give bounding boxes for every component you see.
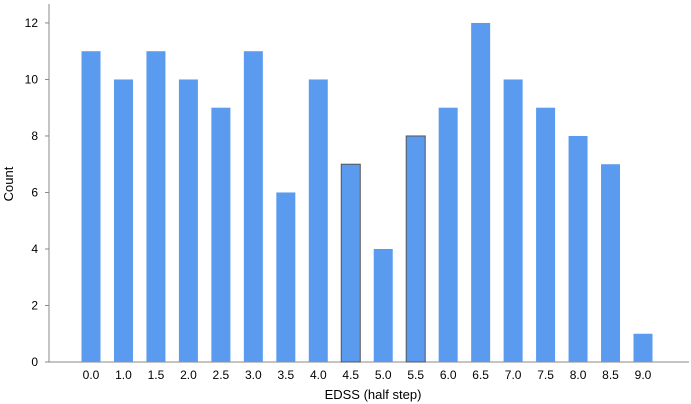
- x-tick-label: 2.5: [213, 368, 230, 382]
- x-tick-label: 8.5: [602, 368, 619, 382]
- bar-5.0: [373, 248, 393, 362]
- bar-7.5: [536, 107, 556, 362]
- y-ticks: 0 2 4 6 8 10 12: [25, 16, 49, 369]
- bar-1.0: [113, 79, 133, 362]
- bar-8.5: [601, 164, 621, 362]
- x-tick-label: 4.5: [342, 368, 359, 382]
- bar-2.5: [211, 107, 231, 362]
- x-tick-label: 5.5: [407, 368, 424, 382]
- x-tick-label: 1.5: [148, 368, 165, 382]
- bar-3.5: [276, 192, 296, 362]
- x-tick-label: 6.0: [440, 368, 457, 382]
- bar-5.5: [405, 135, 426, 363]
- x-tick-label: 1.0: [115, 368, 132, 382]
- y-axis-label: Count: [1, 166, 16, 201]
- y-tick-label: 0: [31, 355, 38, 369]
- bar-0.0: [81, 51, 101, 362]
- bars: [81, 22, 653, 363]
- x-tick-label: 0.0: [83, 368, 100, 382]
- bar-3.0: [243, 51, 263, 362]
- bar-2.0: [178, 79, 198, 362]
- bar-8.0: [568, 135, 588, 362]
- x-tick-label: 5.0: [375, 368, 392, 382]
- bar-6.5: [471, 22, 491, 362]
- x-tick-label: 8.0: [570, 368, 587, 382]
- x-tick-label: 3.0: [245, 368, 262, 382]
- x-tick-label: 7.5: [537, 368, 554, 382]
- x-tick-label: 7.0: [505, 368, 522, 382]
- bar-9.0: [633, 333, 653, 362]
- y-tick-label: 8: [31, 129, 38, 143]
- x-ticks: 0.0 1.0 1.5 2.0 2.5 3.0 3.5 4.0 4.5 5.0 5.5 6.0 6.5 7…: [83, 368, 652, 382]
- y-tick-label: 12: [25, 16, 39, 30]
- bar-4.0: [308, 79, 328, 362]
- x-tick-label: 3.5: [277, 368, 294, 382]
- y-tick-label: 6: [31, 185, 38, 199]
- x-tick-label: 2.0: [180, 368, 197, 382]
- y-tick-label: 10: [25, 72, 39, 86]
- x-tick-label: 6.5: [472, 368, 489, 382]
- axes: [48, 4, 689, 363]
- bar-1.5: [146, 51, 166, 362]
- y-tick-label: 4: [31, 242, 38, 256]
- x-tick-label: 9.0: [635, 368, 652, 382]
- bar-6.0: [438, 107, 458, 362]
- bar-4.5: [340, 163, 361, 363]
- x-axis-label: EDSS (half step): [325, 387, 422, 402]
- x-tick-label: 4.0: [310, 368, 327, 382]
- y-tick-label: 2: [31, 298, 38, 312]
- bar-7.0: [503, 79, 523, 362]
